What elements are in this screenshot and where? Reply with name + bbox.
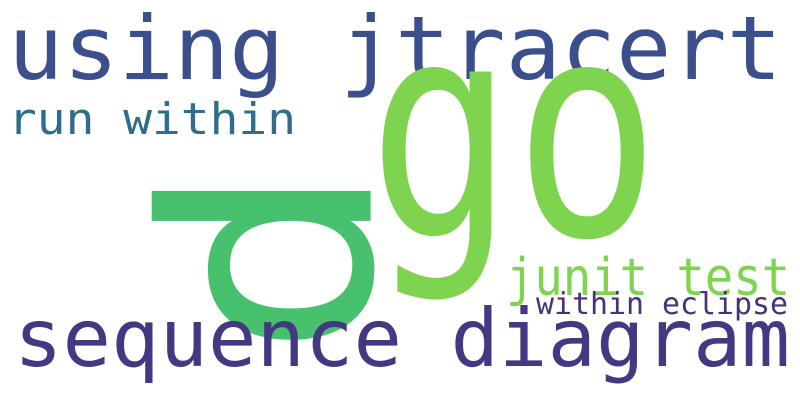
word-run-within: run within [8,94,296,145]
word-using-jtracert: using jtracert [8,0,782,100]
word-sequence-diagram: sequence diagram [14,292,790,385]
word-junit-test: junit test [506,248,790,308]
word-within-eclipse: within eclipse [536,287,788,322]
word-go: go [368,0,660,306]
word-p-rotated: p [143,160,480,360]
